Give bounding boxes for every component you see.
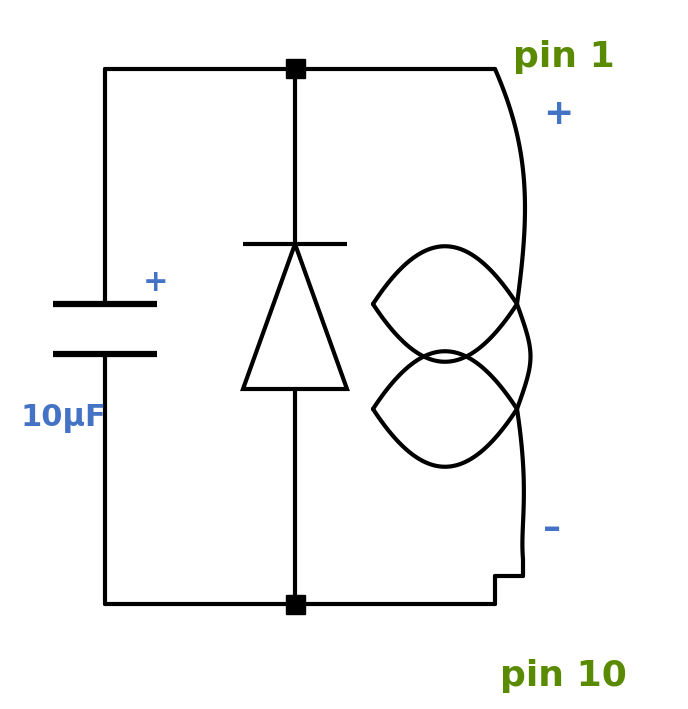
Bar <box>286 60 305 79</box>
Bar <box>286 595 305 613</box>
Text: pin 10: pin 10 <box>500 659 627 693</box>
Text: +: + <box>143 267 169 296</box>
Text: pin 1: pin 1 <box>513 40 615 74</box>
Text: +: + <box>543 97 573 131</box>
Text: –: – <box>543 512 561 546</box>
Text: 10μF: 10μF <box>20 404 106 433</box>
